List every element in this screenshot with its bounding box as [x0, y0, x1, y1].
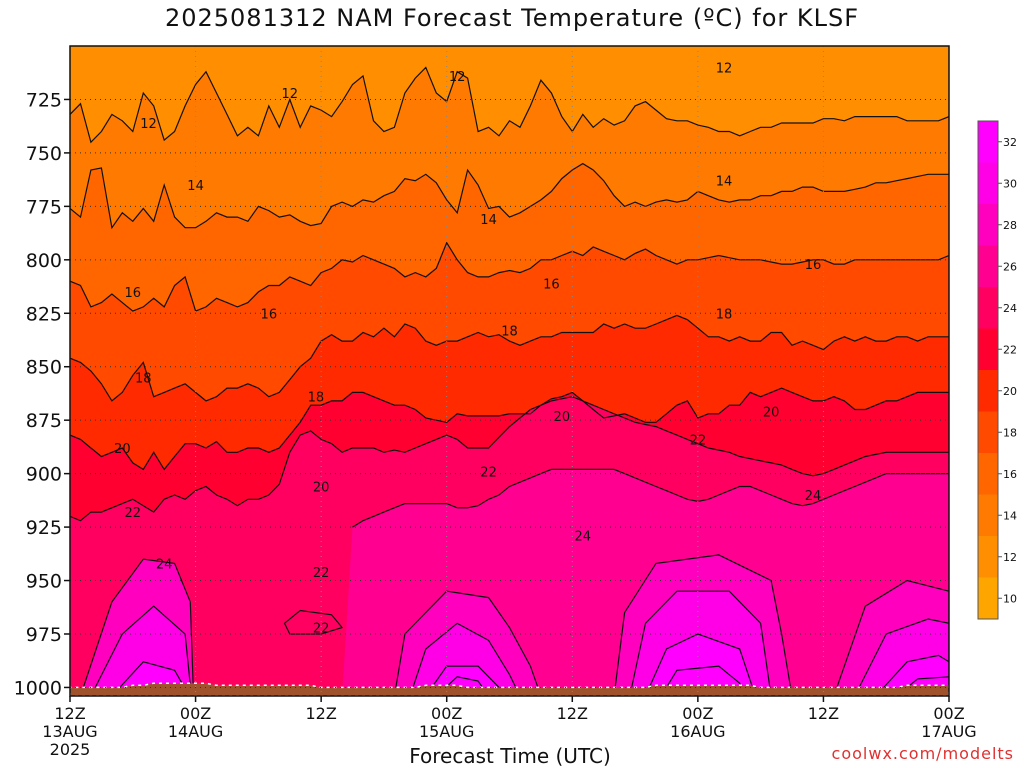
contour-label: 24: [156, 557, 173, 572]
colorbar: 10 12 14 16 18 20 22 24 26 28 30 32: [977, 120, 1017, 620]
contour-label: 14: [187, 179, 204, 194]
colorbar-swatch: [978, 494, 998, 536]
colorbar-label: 32: [1003, 136, 1017, 149]
colorbar-label: 16: [1003, 468, 1017, 481]
contour-label: 16: [261, 307, 278, 322]
colorbar-label: 18: [1003, 426, 1017, 439]
y-tick-label: 975: [26, 624, 62, 646]
contour-line-14: [70, 162, 949, 230]
x-tick-date: 17AUG: [921, 722, 976, 741]
contour-label: 22: [313, 622, 330, 637]
x-tick-date: 14AUG: [168, 722, 223, 741]
colorbar-swatch: [978, 370, 998, 412]
y-tick-label: 750: [26, 143, 62, 165]
contour-line-16: [70, 241, 949, 312]
contour-label: 20: [554, 410, 571, 425]
x-tick-date: 16AUG: [670, 722, 725, 741]
colorbar-swatch: [978, 162, 998, 204]
colorbar-label: 22: [1003, 343, 1017, 356]
contour-label: 22: [690, 433, 707, 448]
plot-clip-group: 12 12 12 12 14 14 14 16 16 16 16 18 18 18 18 20 20 20 20 22…: [70, 46, 949, 696]
colorbar-label: 30: [1003, 177, 1017, 190]
contour-line-24: [352, 468, 949, 528]
warm-region-22-3: [283, 609, 344, 635]
contour-label: 24: [805, 489, 822, 504]
plot-frame: [69, 45, 950, 697]
colorbar-swatch: [978, 328, 998, 370]
y-tick-label: 825: [26, 303, 62, 325]
contour-label: 16: [125, 286, 142, 301]
contour-line-20: [70, 387, 949, 471]
colorbar-swatch: [978, 411, 998, 453]
colorbar-label: 10: [1003, 592, 1017, 605]
contour-label: 22: [480, 465, 497, 480]
warm-region-28-5: [409, 622, 521, 696]
x-tick-label: 00Z: [682, 704, 713, 723]
contour-label: 16: [543, 277, 560, 292]
colorbar-swatch: [978, 204, 998, 246]
colorbar-label: 14: [1003, 509, 1017, 522]
credit-link[interactable]: coolwx.com/modelts: [831, 744, 1014, 763]
chart-title: 2025081312 NAM Forecast Temperature (ºC)…: [164, 4, 860, 32]
contour-label: 20: [114, 442, 131, 457]
contour-label: 18: [501, 324, 518, 339]
contour-label: 24: [574, 530, 591, 545]
colorbar-frame: [977, 120, 999, 620]
contour-label: 18: [135, 371, 152, 386]
contour-label: 14: [480, 213, 497, 228]
contour-line-22: [70, 396, 949, 522]
colorbar-swatch: [978, 536, 998, 578]
x-tick-label: 12Z: [808, 704, 839, 723]
contour-label: 12: [716, 61, 733, 76]
y-tick-label: 925: [26, 517, 62, 539]
x-tick-date: 13AUG: [42, 722, 97, 741]
x-tick-date: 15AUG: [419, 722, 474, 741]
x-tick-label: 12Z: [305, 704, 336, 723]
contour-line-12: [70, 66, 949, 144]
x-tick-year: 2025: [50, 740, 91, 759]
contour-label: 14: [716, 175, 733, 190]
x-axis-label: Forecast Time (UTC): [409, 744, 611, 768]
colorbar-swatch: [978, 453, 998, 495]
terrain-ground: [70, 682, 949, 696]
colorbar-swatch: [978, 121, 998, 163]
plot-area: 12 12 12 12 14 14 14 16 16 16 16 18 18 18 18 20 20 20 20 22…: [70, 46, 949, 696]
contour-label: 16: [805, 258, 822, 273]
contour-label: 18: [716, 307, 733, 322]
x-tick-label: 12Z: [54, 704, 85, 723]
axes: 725 750 775 800 825 850 875 900 925 950 975 1000 12Z…: [14, 45, 977, 759]
contour-label: 12: [281, 87, 298, 102]
x-tick-label: 00Z: [933, 704, 964, 723]
colorbar-swatch: [978, 287, 998, 329]
contour-label: 20: [313, 480, 330, 495]
colorbar-swatch: [978, 245, 998, 287]
contour-label: 22: [313, 566, 330, 581]
colorbar-label: 28: [1003, 219, 1017, 232]
x-tick-label: 00Z: [431, 704, 462, 723]
contour-line-18: [70, 314, 949, 402]
y-tick-label: 875: [26, 410, 62, 432]
y-tick-label: 1000: [14, 677, 62, 699]
contour-label: 22: [125, 506, 142, 521]
contour-label: 12: [140, 117, 157, 132]
contour-label: 12: [449, 70, 466, 85]
x-tick-label: 00Z: [180, 704, 211, 723]
colorbar-label: 12: [1003, 551, 1017, 564]
y-tick-label: 800: [26, 250, 62, 272]
y-tick-label: 900: [26, 464, 62, 486]
colorbar-swatch: [978, 577, 998, 619]
y-tick-label: 850: [26, 357, 62, 379]
contour-label: 18: [308, 391, 325, 406]
x-tick-label: 12Z: [557, 704, 588, 723]
contour-label: 20: [763, 406, 780, 421]
y-tick-label: 725: [26, 89, 62, 111]
y-tick-label: 950: [26, 571, 62, 593]
colorbar-label: 24: [1003, 302, 1017, 315]
y-tick-label: 775: [26, 196, 62, 218]
colorbar-label: 20: [1003, 385, 1017, 398]
colorbar-label: 26: [1003, 260, 1017, 273]
